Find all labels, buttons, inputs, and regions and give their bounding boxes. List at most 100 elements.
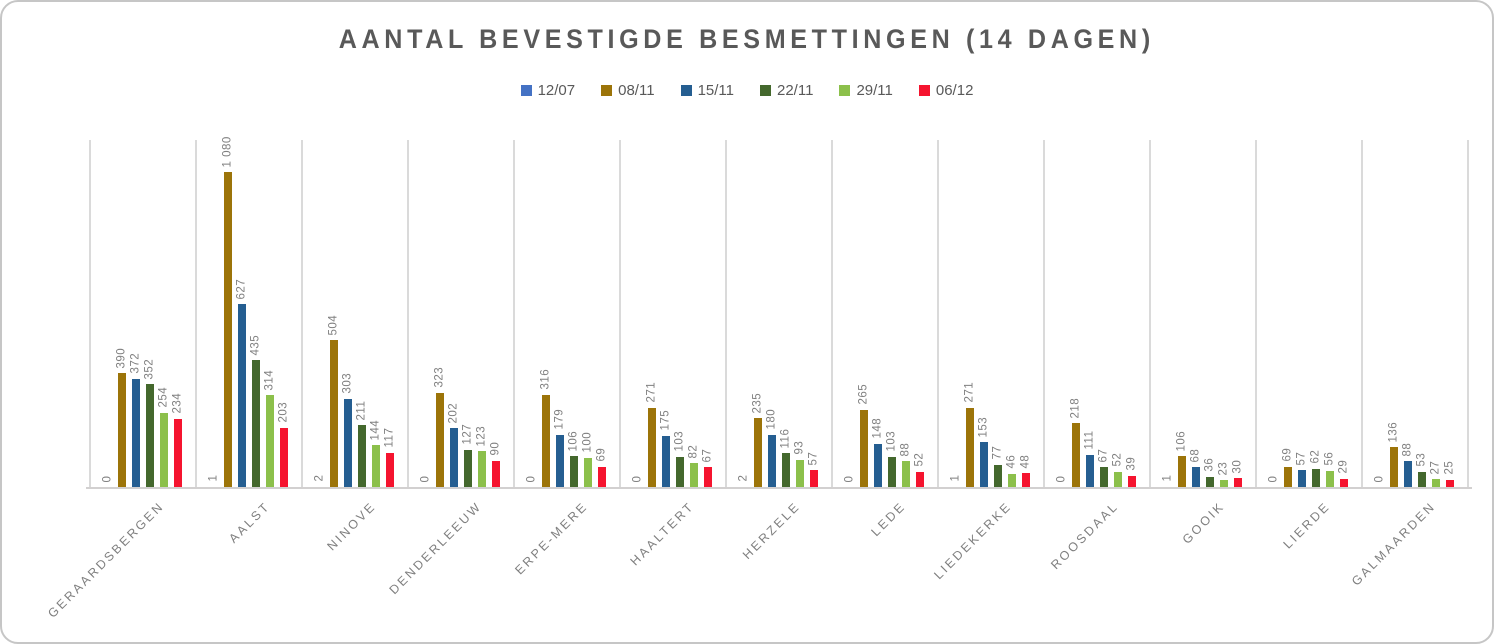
bar	[1114, 471, 1122, 487]
panel-separator	[1149, 140, 1151, 487]
bar-value-label: 103	[885, 431, 897, 452]
legend-label: 08/11	[618, 82, 655, 99]
bar-value-label: 1	[949, 474, 961, 482]
bar	[252, 360, 260, 487]
bar-value-label: 0	[1055, 475, 1067, 482]
bar	[1284, 466, 1292, 487]
bar-value-label: 67	[1097, 448, 1109, 463]
legend-label: 15/11	[697, 82, 734, 99]
bar-value-label: 235	[751, 392, 763, 414]
bar-value-label: 136	[1387, 421, 1399, 443]
bar-value-label: 88	[1401, 442, 1413, 457]
bar-value-label: 90	[489, 441, 501, 456]
panel-separator	[1467, 140, 1469, 487]
chart-legend: 12/07 08/11 15/11 22/11 29/11 06/12	[2, 82, 1492, 99]
bar-value-label: 57	[807, 451, 819, 466]
bar	[330, 340, 338, 487]
category-axis-label: GERAARDSBERGEN	[45, 499, 167, 621]
bar	[888, 456, 896, 487]
panel-separator	[1255, 140, 1257, 487]
legend-item-29-11: 29/11	[839, 82, 893, 99]
legend-label: 22/11	[777, 82, 814, 99]
legend-item-22-11: 22/11	[760, 82, 813, 99]
bar-value-label: 314	[263, 369, 275, 391]
chart-title: AANTAL BEVESTIGDE BESMETTINGEN (14 DAGEN…	[338, 24, 1156, 54]
bar	[980, 442, 988, 487]
bar	[570, 456, 578, 487]
bar	[436, 392, 444, 487]
bar	[966, 407, 974, 487]
bar-value-label: 82	[687, 444, 699, 459]
bar	[1404, 461, 1412, 487]
bar-value-label: 271	[963, 382, 975, 403]
bar-value-label: 0	[631, 475, 643, 482]
category-axis-label: HERZELE	[739, 499, 803, 563]
bar	[450, 428, 458, 487]
bar-value-label: 103	[673, 431, 685, 452]
category-axis-label: NINOVE	[324, 499, 379, 554]
panel-separator	[937, 140, 939, 487]
bar-value-label: 106	[1175, 430, 1187, 452]
legend-swatch-icon	[680, 85, 692, 96]
bar	[344, 398, 352, 487]
bar-value-label: 36	[1203, 457, 1215, 472]
panel-separator	[407, 140, 409, 487]
legend-item-08-11: 08/11	[601, 82, 655, 99]
bar	[174, 418, 182, 487]
bar	[280, 427, 288, 487]
bar	[1446, 479, 1454, 487]
bar-value-label: 52	[1111, 453, 1123, 467]
bar	[372, 445, 380, 487]
bar-value-label: 29	[1337, 459, 1349, 474]
panel-separator	[89, 140, 91, 487]
bar-value-label: 153	[977, 416, 989, 438]
bar	[1192, 467, 1200, 487]
bar-value-label: 88	[899, 442, 911, 457]
bar	[160, 412, 168, 487]
bar	[492, 460, 500, 487]
bar-value-label: 504	[327, 314, 339, 335]
bar	[994, 464, 1002, 487]
bar-value-label: 68	[1189, 448, 1201, 463]
panel-separator	[195, 140, 197, 487]
bar	[1298, 470, 1306, 487]
bar	[810, 470, 818, 487]
bar	[1206, 476, 1214, 487]
bar-value-label: 179	[553, 409, 565, 430]
bar	[386, 452, 394, 487]
bar-value-label: 390	[115, 347, 127, 369]
legend-label: 29/11	[856, 82, 893, 99]
bar-value-label: 175	[659, 410, 671, 431]
legend-item-15-11: 15/11	[680, 82, 734, 99]
bar-value-label: 127	[461, 424, 473, 445]
panel-separator	[1361, 140, 1363, 487]
bar-value-label: 46	[1005, 454, 1017, 469]
bar-value-label: 106	[567, 430, 579, 452]
bar	[754, 418, 762, 487]
category-axis-label: AALST	[226, 499, 273, 546]
bar	[1178, 456, 1186, 487]
panel-separator	[513, 140, 515, 487]
bar-value-label: 203	[277, 402, 289, 423]
bar-value-label: 211	[355, 400, 367, 421]
panel-separator	[725, 140, 727, 487]
bar-value-label: 67	[701, 448, 713, 463]
bar	[598, 466, 606, 487]
bar-value-label: 2	[313, 474, 325, 482]
bar-value-label: 62	[1309, 450, 1321, 464]
bar-value-label: 180	[765, 408, 777, 430]
legend-swatch-icon	[760, 85, 771, 96]
bar-value-label: 0	[525, 475, 537, 482]
bar	[796, 459, 804, 487]
bar	[478, 451, 486, 487]
bar-value-label: 69	[595, 448, 607, 462]
panel-separator	[831, 140, 833, 487]
category-axis-label: HAALTERT	[627, 499, 697, 569]
bar-value-label: 117	[383, 428, 395, 448]
bar-value-label: 30	[1231, 459, 1243, 474]
bar-value-label: 352	[143, 358, 155, 380]
bar-value-label: 271	[645, 382, 657, 403]
category-axis-label: LEDE	[868, 499, 909, 540]
bar-value-label: 0	[1267, 475, 1279, 482]
bar-value-label: 111	[1083, 430, 1095, 450]
